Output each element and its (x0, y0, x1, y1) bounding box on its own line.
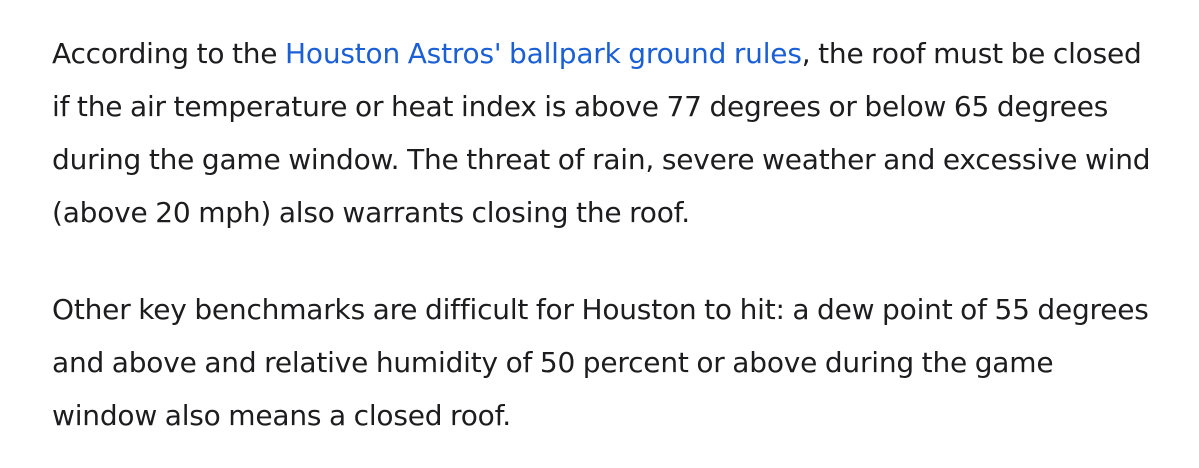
paragraph-rules-text: , the roof must be closed if the air tem… (52, 37, 1151, 229)
paragraph-roof-rules: According to the Houston Astros' ballpar… (52, 27, 1159, 239)
ground-rules-link[interactable]: Houston Astros' ballpark ground rules (285, 37, 802, 70)
paragraph-intro-text: According to the (52, 37, 286, 70)
paragraph-benchmarks-text: Other key benchmarks are difficult for H… (52, 293, 1149, 432)
paragraph-benchmarks: Other key benchmarks are difficult for H… (52, 283, 1159, 442)
